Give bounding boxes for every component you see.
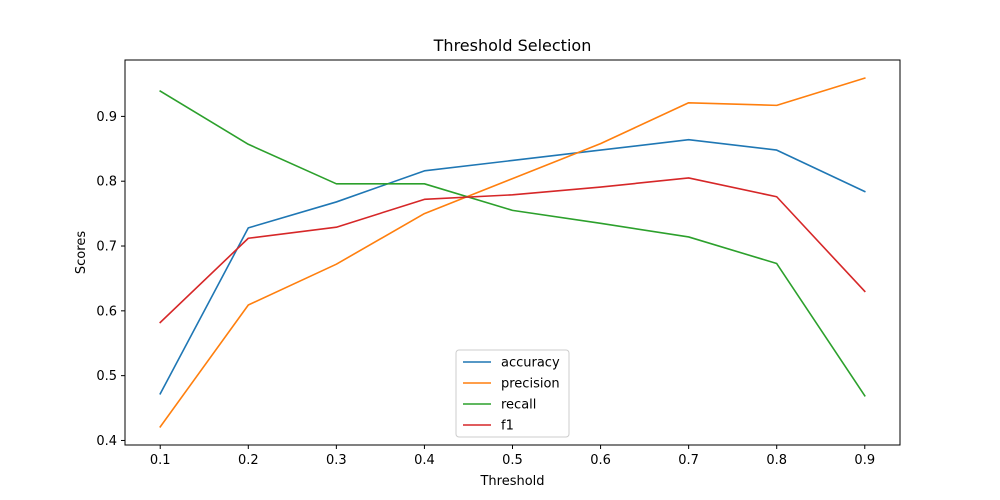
y-tick-label: 0.7 xyxy=(96,240,117,255)
x-tick-label: 0.5 xyxy=(502,453,523,468)
y-tick-label: 0.9 xyxy=(96,110,117,125)
legend: accuracy precision recall f1 xyxy=(455,349,570,438)
x-tick-label: 0.1 xyxy=(150,453,171,468)
legend-box xyxy=(455,349,570,438)
y-tick-label: 0.8 xyxy=(96,175,117,190)
x-tick-label: 0.7 xyxy=(678,453,699,468)
x-axis-ticks: 0.1 0.2 0.3 0.4 0.5 0.6 0.7 0.8 0.9 xyxy=(150,445,875,468)
x-tick-label: 0.3 xyxy=(326,453,347,468)
series-line-recall xyxy=(159,90,866,397)
legend-label-f1: f1 xyxy=(501,419,514,434)
series-line-f1 xyxy=(159,177,866,324)
x-tick-label: 0.4 xyxy=(414,453,435,468)
chart-title: Threshold Selection xyxy=(433,36,592,55)
series-line-precision xyxy=(159,77,866,428)
y-tick-label: 0.6 xyxy=(96,304,117,319)
legend-label-precision: precision xyxy=(501,377,560,392)
x-tick-label: 0.8 xyxy=(766,453,787,468)
x-tick-label: 0.6 xyxy=(590,453,611,468)
y-tick-label: 0.4 xyxy=(96,434,117,449)
legend-label-accuracy: accuracy xyxy=(501,356,560,371)
series-line-accuracy xyxy=(159,138,866,395)
x-axis-label: Threshold xyxy=(479,474,544,489)
y-axis-ticks: 0.4 0.5 0.6 0.7 0.8 0.9 xyxy=(96,110,125,449)
series-layer xyxy=(159,77,866,428)
x-tick-label: 0.2 xyxy=(238,453,259,468)
plot-area: 0.1 0.2 0.3 0.4 0.5 0.6 0.7 0.8 0.9 0.4 0.5 0.6 0.7… xyxy=(96,59,901,468)
y-tick-label: 0.5 xyxy=(96,369,117,384)
x-tick-label: 0.9 xyxy=(854,453,875,468)
y-axis-label: Scores xyxy=(74,231,89,274)
legend-label-recall: recall xyxy=(501,398,536,413)
